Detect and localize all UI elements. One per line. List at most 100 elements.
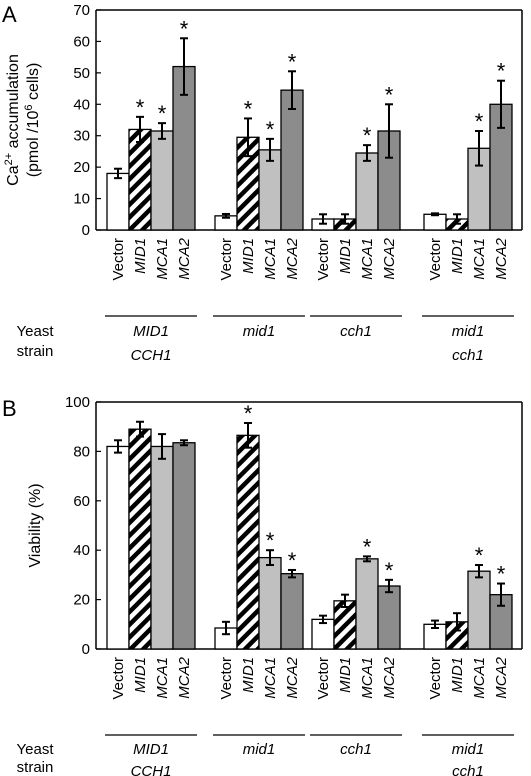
strain-label: cch1 — [340, 741, 372, 758]
significance-asterisk: * — [497, 59, 506, 84]
category-label: MCA2 — [176, 237, 193, 279]
bar — [128, 428, 152, 650]
significance-asterisk: * — [266, 528, 275, 553]
bar — [236, 434, 260, 650]
bar — [467, 570, 491, 650]
bar — [423, 213, 447, 231]
category-label: MID1 — [240, 657, 257, 693]
significance-asterisk: * — [363, 123, 372, 148]
y-tick-label: 0 — [82, 641, 90, 658]
bar — [172, 442, 196, 650]
category-label: Vector — [218, 657, 235, 700]
panel-letter: B — [2, 396, 17, 421]
category-label: MID1 — [240, 238, 257, 274]
panel-a-chart: A 0 10 20 30 40 50 60 70 Ca2+ accumulation (pmol /… — [2, 2, 523, 364]
strain-label: MID1 — [133, 323, 169, 340]
y-tick-label: 60 — [73, 493, 90, 510]
category-label: MID1 — [449, 238, 466, 274]
y-tick-label: 20 — [73, 159, 90, 176]
category-label: MCA1 — [359, 657, 376, 699]
yeast-strain-label: strain — [17, 343, 54, 360]
y-axis-title: Viability (%) — [27, 483, 44, 567]
bar — [150, 130, 174, 231]
y-tick-label: 80 — [73, 443, 90, 460]
category-label: MID1 — [132, 657, 149, 693]
strain-label: cch1 — [452, 347, 484, 364]
y-tick-label: 20 — [73, 592, 90, 609]
y-tick-label: 100 — [65, 394, 90, 411]
significance-asterisk: * — [475, 543, 484, 568]
category-label: MCA2 — [381, 656, 398, 698]
significance-asterisk: * — [475, 109, 484, 134]
category-label: MCA2 — [493, 656, 510, 698]
significance-asterisk: * — [288, 548, 297, 573]
strain-label: MID1 — [133, 741, 169, 758]
bar — [106, 172, 130, 231]
y-tick-label: 70 — [73, 2, 90, 19]
significance-asterisk: * — [385, 558, 394, 583]
y-axis-title-line2: (pmol /106 cells) — [23, 63, 42, 178]
category-label: MCA1 — [359, 238, 376, 280]
bar — [355, 558, 379, 650]
significance-asterisk: * — [180, 16, 189, 41]
bar — [377, 585, 401, 650]
significance-asterisk: * — [244, 96, 253, 121]
y-axis-title-line1: Ca2+ accumulation — [3, 54, 22, 186]
category-label: MCA1 — [262, 657, 279, 699]
strain-label: cch1 — [340, 323, 372, 340]
category-label: Vector — [427, 238, 444, 281]
bar — [106, 445, 130, 650]
category-label: MCA1 — [471, 238, 488, 280]
significance-asterisk: * — [158, 101, 167, 126]
significance-asterisk: * — [266, 117, 275, 142]
category-label: MID1 — [337, 657, 354, 693]
category-label: MID1 — [337, 238, 354, 274]
category-label: MCA1 — [154, 238, 171, 280]
category-label: MCA1 — [154, 657, 171, 699]
strain-label: CCH1 — [131, 347, 172, 364]
category-label: MID1 — [449, 657, 466, 693]
bar — [128, 128, 152, 231]
bar — [333, 600, 357, 650]
significance-asterisk: * — [385, 82, 394, 107]
significance-asterisk: * — [136, 95, 145, 120]
category-label: MCA2 — [381, 237, 398, 279]
significance-asterisk: * — [363, 534, 372, 559]
category-label: MCA2 — [493, 237, 510, 279]
y-tick-label: 10 — [73, 191, 90, 208]
category-label: MID1 — [132, 238, 149, 274]
category-label: Vector — [427, 657, 444, 700]
y-tick-label: 0 — [82, 222, 90, 239]
y-tick-label: 40 — [73, 96, 90, 113]
bar — [150, 445, 174, 650]
strain-label: mid1 — [452, 323, 485, 340]
bar — [258, 556, 282, 650]
y-tick-label: 60 — [73, 33, 90, 50]
category-label: Vector — [218, 238, 235, 281]
strain-label: mid1 — [243, 741, 276, 758]
category-label: MCA2 — [176, 656, 193, 698]
category-label: MCA2 — [284, 656, 301, 698]
yeast-strain-label: strain — [17, 759, 54, 776]
strain-label: mid1 — [243, 323, 276, 340]
yeast-strain-label: Yeast — [17, 323, 55, 340]
yeast-strain-label: Yeast — [17, 741, 55, 758]
significance-asterisk: * — [244, 401, 253, 426]
category-label: Vector — [315, 238, 332, 281]
bar — [355, 152, 379, 231]
strain-label: CCH1 — [131, 763, 172, 776]
category-label: Vector — [110, 657, 127, 700]
strain-label: mid1 — [452, 741, 485, 758]
category-label: Vector — [110, 238, 127, 281]
panel-letter: A — [2, 2, 17, 27]
significance-asterisk: * — [288, 49, 297, 74]
bar — [280, 89, 304, 231]
y-tick-label: 50 — [73, 65, 90, 82]
category-label: MCA2 — [284, 237, 301, 279]
significance-asterisk: * — [497, 562, 506, 587]
panel-b-chart: B 0 20 40 60 80 100 Viability (%) Vector MID1 MCA1… — [2, 394, 523, 776]
bar — [258, 149, 282, 231]
category-label: MCA1 — [471, 657, 488, 699]
strain-label: cch1 — [452, 763, 484, 776]
